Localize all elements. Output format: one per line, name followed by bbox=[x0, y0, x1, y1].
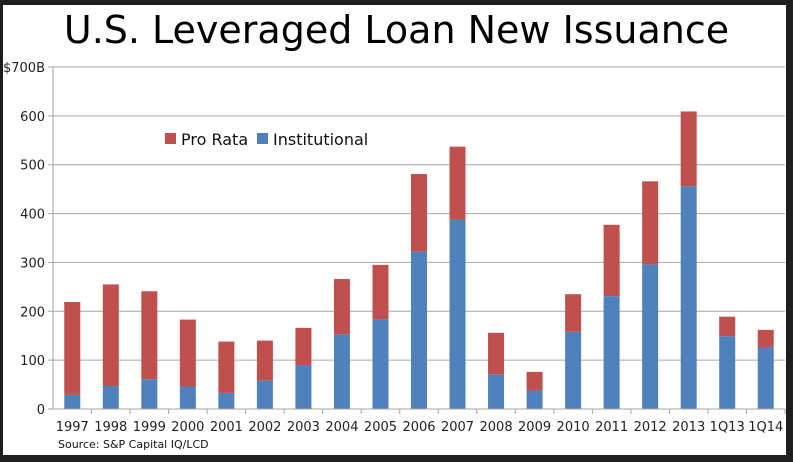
x-tick-label: 2008 bbox=[480, 420, 513, 435]
bar-pro-rata bbox=[526, 371, 543, 391]
y-tick-label: 0 bbox=[37, 403, 45, 418]
bar-pro-rata bbox=[488, 332, 505, 375]
bar-pro-rata bbox=[179, 319, 196, 387]
x-tick-label: 1Q14 bbox=[748, 420, 783, 435]
bar-pro-rata bbox=[333, 279, 350, 335]
bar-institutional bbox=[372, 319, 389, 409]
bar-pro-rata bbox=[719, 316, 736, 337]
bar-pro-rata bbox=[680, 111, 697, 187]
x-tick-label: 1997 bbox=[56, 420, 89, 435]
bar-institutional bbox=[102, 386, 119, 409]
bar-pro-rata bbox=[565, 294, 582, 332]
bar-pro-rata bbox=[102, 284, 119, 387]
bar-institutional bbox=[719, 336, 736, 409]
bar-institutional bbox=[333, 334, 350, 409]
x-tick-label: 2002 bbox=[248, 420, 281, 435]
bar-pro-rata bbox=[295, 327, 312, 366]
bar-institutional bbox=[526, 390, 543, 409]
bar-institutional bbox=[680, 186, 697, 409]
bar-institutional bbox=[642, 264, 659, 409]
bar-institutional bbox=[565, 331, 582, 409]
x-tick-label: 1Q13 bbox=[710, 420, 745, 435]
bar-pro-rata bbox=[372, 264, 389, 320]
bar-pro-rata bbox=[757, 329, 774, 347]
x-tick-label: 2007 bbox=[441, 420, 474, 435]
x-tick-label: 2013 bbox=[672, 420, 705, 435]
axes bbox=[48, 66, 786, 414]
x-tick-label: 2000 bbox=[171, 420, 204, 435]
y-tick-label: 600 bbox=[20, 110, 45, 125]
y-tick-label: 100 bbox=[20, 354, 45, 369]
legend-label: Institutional bbox=[273, 130, 368, 149]
bar-pro-rata bbox=[603, 224, 620, 297]
bar-institutional bbox=[141, 379, 158, 409]
x-tick-label: 2006 bbox=[402, 420, 435, 435]
x-tick-label: 2011 bbox=[595, 420, 628, 435]
bar-institutional bbox=[757, 346, 774, 409]
bar-pro-rata bbox=[141, 291, 158, 380]
bar-pro-rata bbox=[64, 302, 81, 395]
x-tick-label: 2010 bbox=[557, 420, 590, 435]
y-tick-label: $700B bbox=[3, 61, 45, 76]
x-tick-label: 1998 bbox=[94, 420, 127, 435]
y-tick-label: 400 bbox=[20, 208, 45, 223]
x-tick-labels: 1997 1998 1999 2000 2001 2002 2003 2004 2005 2006… bbox=[56, 420, 784, 435]
bar-institutional bbox=[603, 296, 620, 409]
x-tick-label: 1999 bbox=[133, 420, 166, 435]
bar-institutional bbox=[64, 394, 81, 409]
bar-institutional bbox=[218, 392, 235, 409]
chart-title: U.S. Leveraged Loan New Issuance bbox=[63, 8, 730, 52]
bar-pro-rata bbox=[218, 341, 235, 393]
x-tick-label: 2012 bbox=[634, 420, 667, 435]
bars bbox=[64, 111, 774, 409]
bar-institutional bbox=[256, 380, 273, 409]
x-tick-label: 2005 bbox=[364, 420, 397, 435]
legend: Pro Rata Institutional bbox=[165, 130, 368, 149]
x-tick-label: 2004 bbox=[325, 420, 358, 435]
bar-institutional bbox=[179, 386, 196, 409]
source-note: Source: S&P Capital IQ/LCD bbox=[58, 438, 209, 451]
bar-pro-rata bbox=[449, 146, 466, 220]
x-tick-label: 2003 bbox=[287, 420, 320, 435]
y-tick-label: 200 bbox=[20, 305, 45, 320]
bar-pro-rata bbox=[256, 340, 273, 381]
bar-pro-rata bbox=[642, 181, 659, 265]
x-tick-label: 2001 bbox=[210, 420, 243, 435]
legend-swatch bbox=[165, 133, 176, 144]
bar-pro-rata bbox=[411, 173, 427, 252]
bar-institutional bbox=[295, 365, 312, 409]
y-tick-labels: 0 100 200 300 400 500 600 $700B bbox=[3, 61, 45, 418]
bar-institutional bbox=[411, 251, 427, 409]
legend-swatch bbox=[257, 133, 268, 144]
y-tick-label: 500 bbox=[20, 159, 45, 174]
bar-institutional bbox=[449, 219, 466, 409]
bar-institutional bbox=[488, 374, 505, 409]
legend-label: Pro Rata bbox=[181, 130, 248, 149]
y-tick-label: 300 bbox=[20, 256, 45, 271]
x-tick-label: 2009 bbox=[518, 420, 551, 435]
